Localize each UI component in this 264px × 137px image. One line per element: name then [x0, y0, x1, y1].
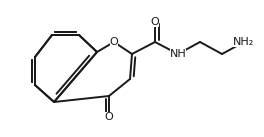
Text: O: O — [110, 37, 118, 47]
Text: O: O — [151, 17, 159, 27]
Text: O: O — [105, 112, 113, 122]
Text: NH₂: NH₂ — [233, 37, 254, 47]
Text: NH: NH — [170, 49, 186, 59]
